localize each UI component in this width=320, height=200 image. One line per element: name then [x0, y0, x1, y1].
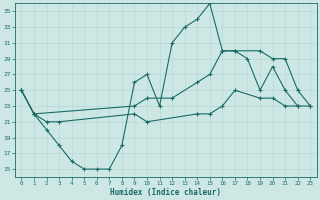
X-axis label: Humidex (Indice chaleur): Humidex (Indice chaleur) [110, 188, 221, 197]
